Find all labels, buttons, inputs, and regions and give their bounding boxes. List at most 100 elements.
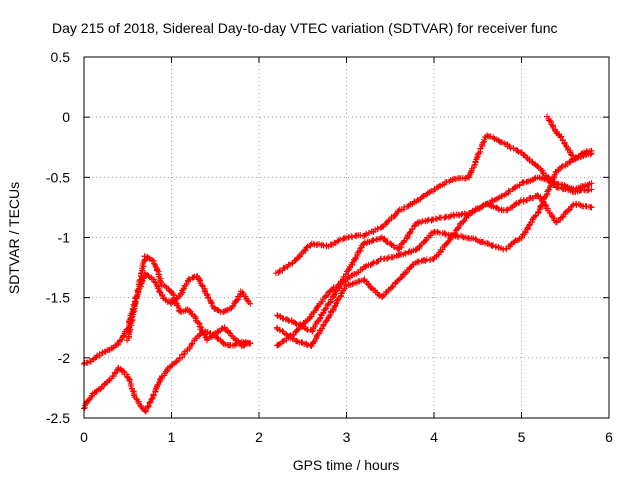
data-point [170,295,177,302]
data-point [156,379,163,386]
data-point [558,163,565,170]
data-point [495,243,502,250]
data-point [395,245,402,252]
data-point [276,341,283,348]
data-point [247,300,254,307]
data-point [551,171,558,178]
data-point [206,334,213,341]
data-point [520,151,527,158]
data-point [303,244,310,251]
data-point [320,309,327,316]
data-point [307,314,314,321]
data-point [132,298,139,305]
data-point [546,117,553,124]
data-point [293,338,300,345]
data-point [145,254,152,261]
data-point [374,225,381,232]
data-point [198,328,205,335]
x-tick-label: 0 [80,429,88,445]
data-point [452,227,459,234]
data-point [588,147,595,154]
data-point [327,299,334,306]
data-point [512,201,519,208]
data-point [320,322,327,329]
x-tick-label: 4 [430,429,438,445]
data-point [333,300,340,307]
data-point [126,376,133,383]
plot-frame [83,56,610,419]
data-point [514,147,521,154]
data-point [96,350,103,357]
data-point [496,138,503,145]
data-point [309,328,316,335]
data-point [322,306,329,313]
data-point [561,140,568,147]
data-point [151,260,158,267]
data-point [149,395,156,402]
data-point [588,180,595,187]
data-point [415,258,422,265]
series-track-7 [273,174,595,350]
data-point [136,277,143,284]
data-point [450,232,457,239]
data-point [349,234,356,241]
series-track-8 [544,113,595,163]
data-point [369,260,376,267]
data-point [128,314,135,321]
x-tick-label: 2 [255,429,263,445]
data-point [310,339,317,346]
series-track-3 [124,253,254,349]
y-tick-label: 0 [62,109,70,125]
x-tick-label: 1 [168,429,176,445]
data-point [214,307,221,314]
series-track-2 [80,328,254,415]
data-point [127,382,134,389]
data-point [534,162,541,169]
data-point [191,312,198,319]
data-point [214,329,221,336]
x-tick-label: 3 [343,429,351,445]
data-point [146,399,153,406]
data-point [152,386,159,393]
data-point [456,221,463,228]
data-point [385,288,392,295]
data-point [400,238,407,245]
data-point [137,270,144,277]
x-tick-label: 5 [518,429,526,445]
data-point [329,307,336,314]
data-point [190,274,197,281]
data-point [541,194,548,201]
data-point [517,197,524,204]
data-points [80,113,595,415]
data-point [180,286,187,293]
data-point [221,308,228,315]
data-point [319,241,326,248]
data-point [346,264,353,271]
data-point [422,237,429,244]
data-point [374,258,381,265]
data-point [398,274,405,281]
data-point [363,230,370,237]
data-point [588,204,595,211]
chart-title: Day 215 of 2018, Sidereal Day-to-day VTE… [52,20,558,36]
y-tick-label: -2.5 [46,410,70,426]
data-point [570,185,577,192]
data-point [315,330,322,337]
data-point [569,152,576,159]
data-point [137,402,144,409]
data-point [314,304,321,311]
data-point [479,203,486,210]
data-point [588,186,595,193]
data-point [504,206,511,213]
data-point [171,296,178,303]
data-point [434,228,441,235]
y-tick-label: -0.5 [46,169,70,185]
tick-labels: 0 1 2 3 4 5 6 0.5 0 -0.5 -1 -1.5 -2 -2.5 [46,49,613,445]
data-point [120,368,127,375]
data-point [402,249,409,256]
x-axis-label: GPS time / hours [293,457,400,473]
data-point [319,325,326,332]
y-tick-label: -1 [58,230,71,246]
data-point [362,264,369,271]
